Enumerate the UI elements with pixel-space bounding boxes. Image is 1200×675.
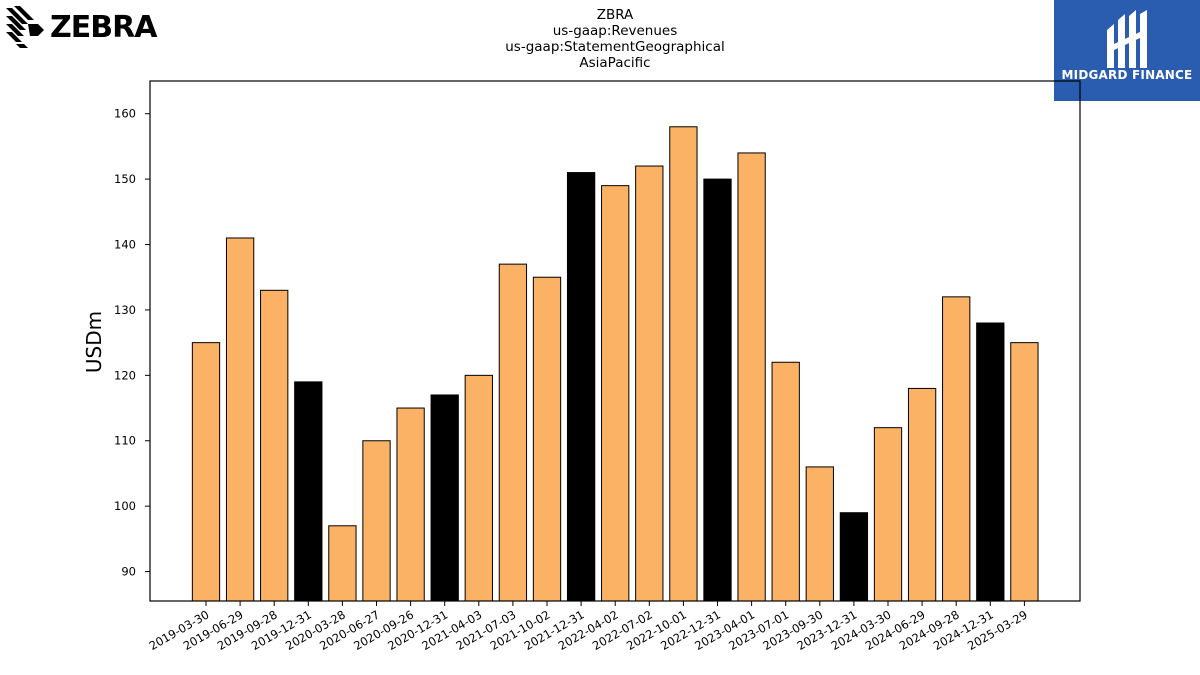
bar-2019-12-31 [294,381,323,602]
title-line-axis: us-gaap:StatementGeographical [505,39,725,55]
title-line-member: AsiaPacific [579,55,651,71]
chart-title: ZBRA us-gaap:Revenues us-gaap:StatementG… [415,7,815,71]
bar-2023-12-31 [839,512,869,602]
zebra-logo: ZEBRA [4,4,157,52]
bar-2024-03-30 [873,427,903,602]
plot-area: 901001101201301401501602019-03-302019-06… [114,80,1081,653]
midgard-finance-logo: MIDGARD FINANCE [1054,0,1200,101]
y-tick-label-120: 120 [114,368,136,382]
bar-2025-03-29 [1010,342,1039,602]
zebra-head-icon [6,6,44,48]
y-tick-label-130: 130 [114,303,136,317]
bar-2021-04-03 [464,374,493,602]
bar-2023-09-30 [805,466,834,602]
bar-2019-06-29 [225,237,255,602]
bar-2019-09-28 [260,289,289,602]
bar-2020-12-31 [430,394,459,602]
bar-2022-07-02 [635,165,664,602]
y-axis-label: USDm [82,311,106,373]
bar-2024-12-31 [976,322,1005,602]
bar-2021-10-02 [532,276,562,602]
bar-2022-12-31 [703,178,732,602]
bar-2023-07-01 [771,361,800,602]
bar-2024-09-28 [942,296,971,602]
title-line-ticker: ZBRA [596,7,634,23]
y-tick-label-160: 160 [114,107,136,121]
midgard-emblem-icon [1107,10,1147,68]
bar-2021-07-03 [498,263,528,602]
title-line-concept: us-gaap:Revenues [552,23,678,39]
bar-2019-03-30 [191,342,221,602]
y-tick-label-100: 100 [114,499,136,513]
zebra-wordmark: ZEBRA [50,10,157,45]
y-tick-label-90: 90 [121,565,136,579]
y-tick-label-140: 140 [114,238,136,252]
bar-2021-12-31 [566,172,596,602]
midgard-wordmark: MIDGARD FINANCE [1061,68,1193,82]
bar-2022-04-02 [601,185,630,602]
bar-2022-10-01 [669,126,698,602]
bar-2020-03-28 [328,525,357,602]
y-tick-label-110: 110 [114,434,136,448]
y-tick-label-150: 150 [114,172,136,186]
bar-2024-06-29 [907,387,937,602]
bar-2020-06-27 [362,440,391,602]
bar-2020-09-26 [396,407,425,602]
bar-2023-04-01 [737,152,766,602]
